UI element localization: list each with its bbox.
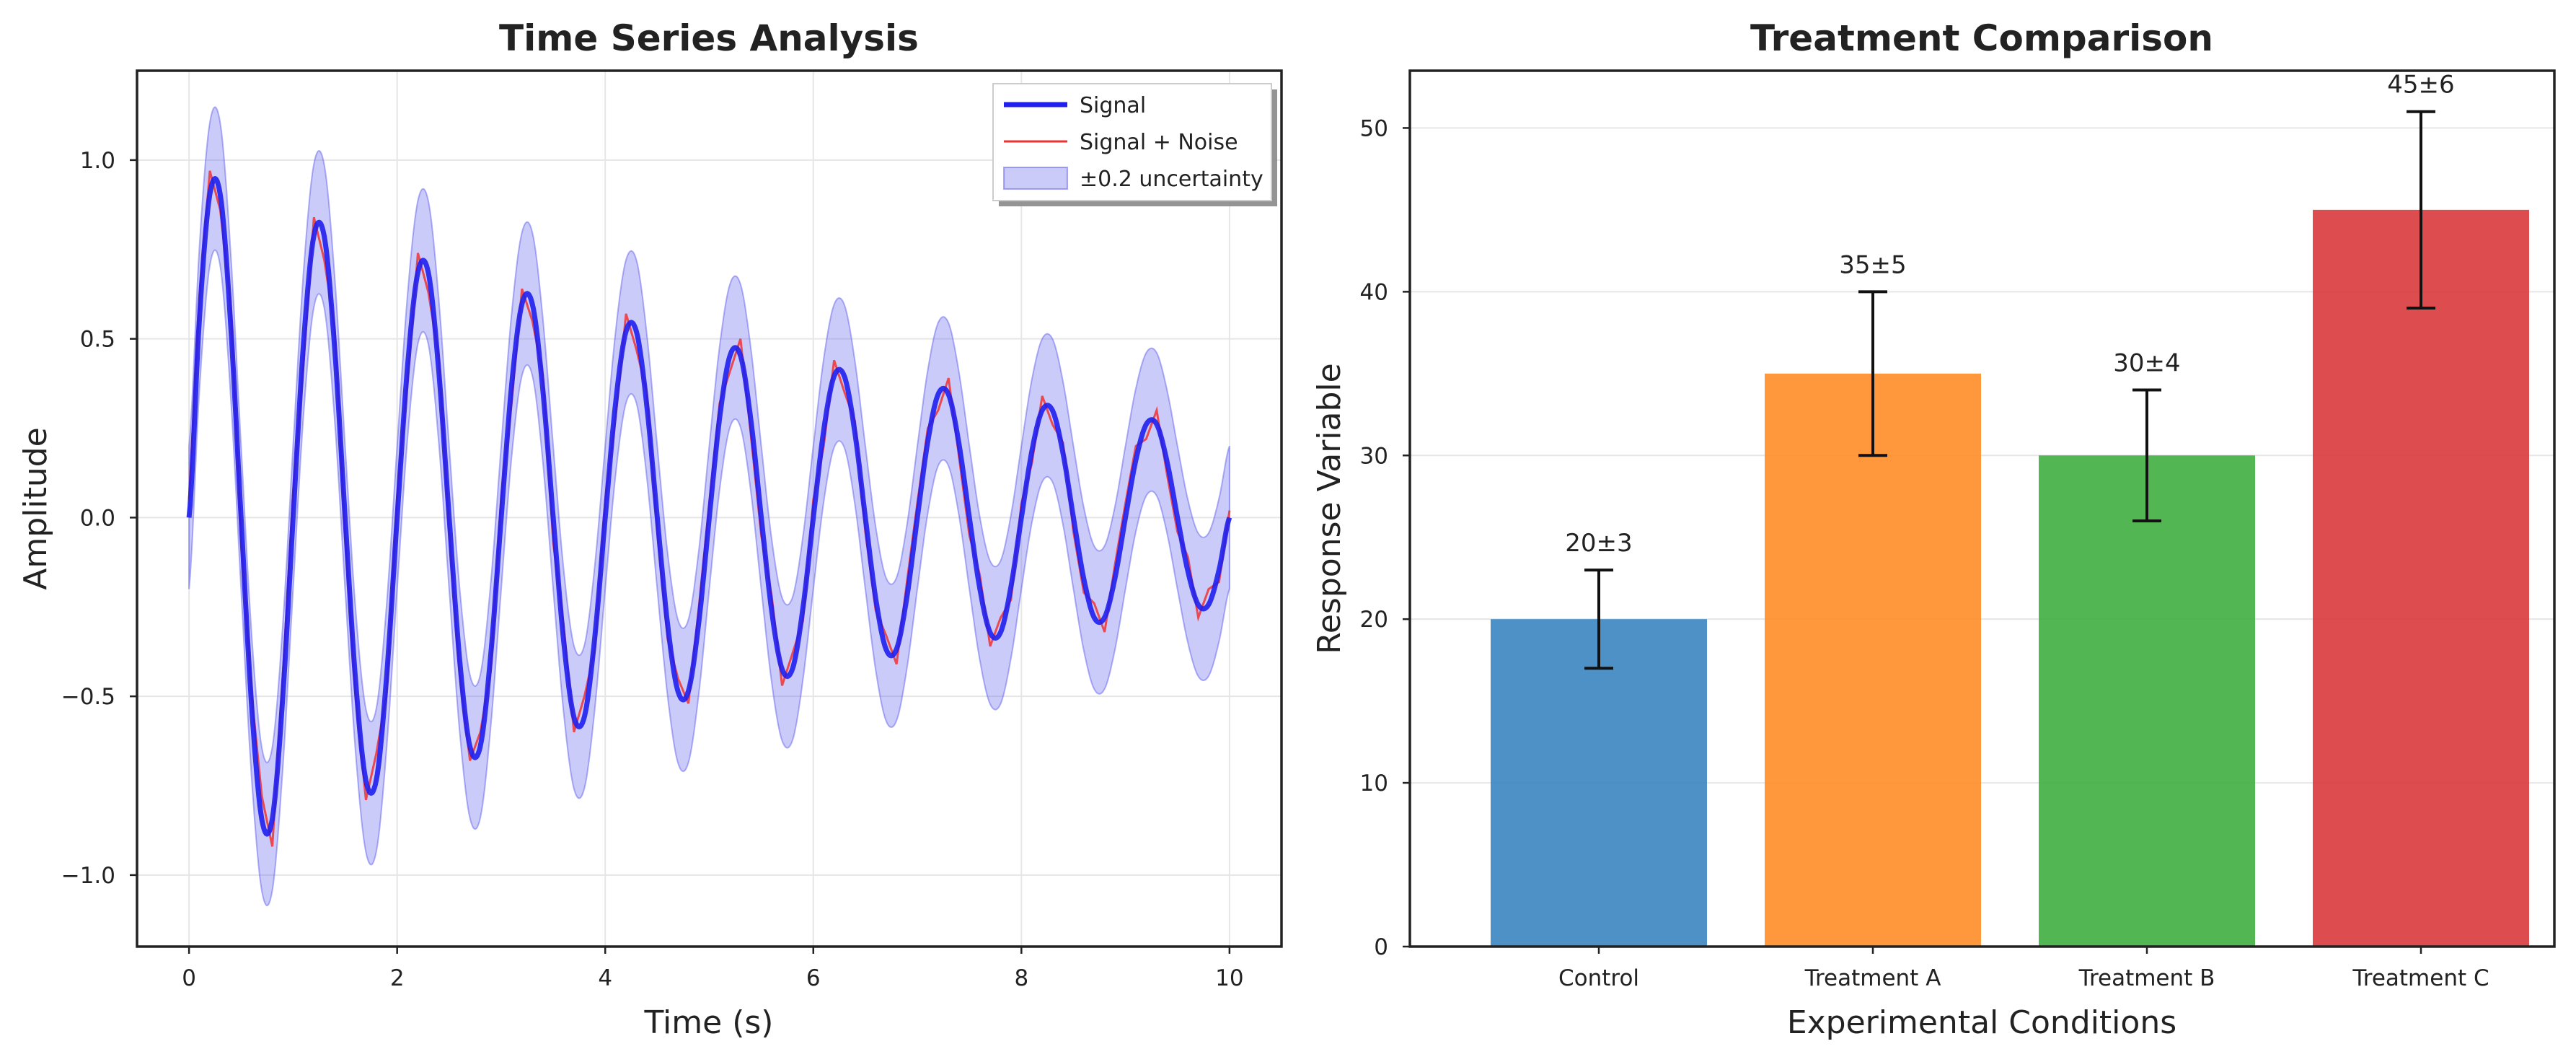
- legend-band-swatch: [1003, 167, 1068, 190]
- x-tick-label: 2: [390, 965, 405, 991]
- y-tick-label: 0.5: [80, 327, 115, 353]
- y-tick-label: 30: [1360, 443, 1388, 469]
- x-tick-label: Treatment B: [2078, 965, 2215, 991]
- y-tick-label: 20: [1360, 607, 1388, 633]
- bar-data-label: 20±3: [1565, 529, 1632, 558]
- x-axis-ticks: 0 2 4 6 8 10: [182, 947, 1244, 991]
- treatment-panel: 20±3 35±5 30±4 45±6 Control Treatment A Treat…: [1311, 17, 2556, 1041]
- plot-frame: [136, 69, 1283, 948]
- x-tick-label: Treatment C: [2352, 965, 2489, 991]
- x-axis-label: Time (s): [644, 1004, 774, 1041]
- bar: [2313, 209, 2529, 947]
- legend-noise-label: Signal + Noise: [1080, 130, 1238, 155]
- y-tick-label: 0.0: [80, 505, 115, 531]
- y-axis-ticks: −1.0 −0.5 0.0 0.5 1.0: [61, 148, 137, 889]
- x-tick-label: 0: [182, 965, 196, 991]
- x-axis-label: Experimental Conditions: [1787, 1004, 2176, 1041]
- chart-title: Treatment Comparison: [1750, 17, 2213, 59]
- plot-frame: [1408, 69, 2556, 948]
- x-tick-label: 4: [598, 965, 612, 991]
- x-tick-label: Control: [1558, 965, 1639, 991]
- bar: [1765, 373, 1981, 947]
- y-tick-label: 0: [1374, 934, 1388, 960]
- signal-line: [186, 176, 1232, 837]
- bar: [1491, 619, 1707, 947]
- bar: [2039, 455, 2255, 947]
- y-axis-label: Response Variable: [1311, 363, 1348, 654]
- y-tick-label: −0.5: [61, 684, 115, 710]
- y-tick-label: −1.0: [61, 863, 115, 889]
- chart-title: Time Series Analysis: [499, 17, 919, 59]
- bar-data-label: 30±4: [2113, 348, 2180, 377]
- x-tick-label: 6: [806, 965, 821, 991]
- time-series-panel: 0 2 4 6 8 10 −1.0 −0.5 0.0 0.5 1.0 Time Series An…: [17, 17, 1283, 1041]
- legend: Signal Signal + Noise ±0.2 uncertainty: [992, 83, 1277, 206]
- bar-data-label: 35±5: [1839, 250, 1906, 279]
- x-tick-label: 8: [1014, 965, 1028, 991]
- y-axis-ticks: 0 10 20 30 40 50: [1360, 115, 1410, 960]
- legend-band-label: ±0.2 uncertainty: [1080, 167, 1263, 192]
- y-axis-label: Amplitude: [17, 427, 54, 589]
- y-tick-label: 10: [1360, 771, 1388, 796]
- y-tick-label: 40: [1360, 279, 1388, 305]
- y-tick-label: 1.0: [80, 148, 115, 174]
- legend-signal-label: Signal: [1080, 93, 1146, 118]
- y-tick-label: 50: [1360, 115, 1388, 141]
- bars: 20±3 35±5 30±4 45±6: [1491, 71, 2529, 947]
- x-axis-ticks: Control Treatment A Treatment B Treatment C: [1558, 947, 2489, 991]
- bar-data-label: 45±6: [2387, 71, 2454, 100]
- x-tick-label: Treatment A: [1804, 965, 1941, 991]
- x-tick-label: 10: [1215, 965, 1243, 991]
